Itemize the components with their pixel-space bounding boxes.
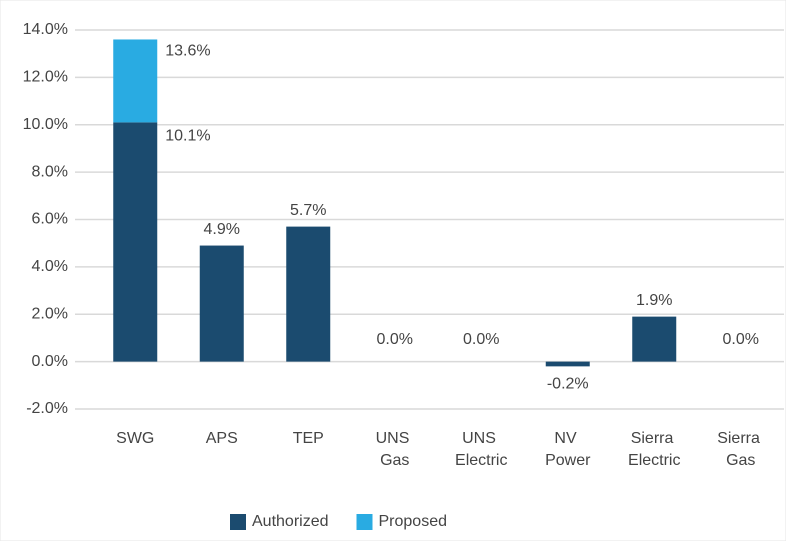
x-tick-label: UNS Gas — [376, 430, 414, 469]
y-tick-label: 4.0% — [32, 258, 68, 275]
legend-swatch — [356, 514, 373, 530]
x-tick-line: NV — [554, 430, 581, 447]
x-tick-line: UNS — [376, 430, 414, 447]
data-label: 0.0% — [463, 331, 499, 348]
y-tick-label: 8.0% — [32, 163, 68, 180]
x-tick-label: APS — [206, 430, 238, 447]
x-tick-line: Sierra — [631, 430, 678, 447]
data-label: 5.7% — [290, 202, 326, 219]
y-tick-label: 2.0% — [32, 305, 68, 322]
y-tick-label: 12.0% — [23, 69, 68, 86]
y-tick-label: 0.0% — [32, 353, 68, 370]
x-tick-line: Gas — [726, 452, 755, 469]
x-tick-line: UNS — [462, 430, 500, 447]
total-label: 13.6% — [165, 43, 210, 60]
x-tick-label: UNS Electric — [455, 430, 507, 469]
data-label: 1.9% — [636, 292, 672, 309]
x-tick-line: Electric — [455, 452, 507, 469]
y-tick-label: 6.0% — [32, 211, 68, 228]
bar — [286, 226, 331, 362]
bar — [632, 316, 677, 362]
data-label: 0.0% — [377, 331, 413, 348]
x-tick-line: Gas — [380, 452, 409, 469]
data-label: -0.2% — [547, 376, 589, 393]
bar — [113, 39, 158, 123]
x-tick-line: Electric — [628, 452, 680, 469]
legend-label: Authorized — [252, 513, 329, 530]
bar — [113, 122, 158, 362]
x-tick-label: SWG — [116, 430, 154, 447]
x-tick-line: Sierra — [717, 430, 764, 447]
legend-label: Proposed — [379, 513, 448, 530]
x-tick-label: TEP — [293, 430, 324, 447]
x-tick-label: Sierra Electric — [628, 430, 680, 469]
x-tick-line: TEP — [293, 430, 324, 447]
bar — [545, 361, 590, 367]
data-label: 4.9% — [204, 221, 240, 238]
x-tick-line: APS — [206, 430, 238, 447]
y-tick-label: 14.0% — [23, 21, 68, 38]
x-tick-label: Sierra Gas — [717, 430, 764, 469]
legend-swatch — [230, 514, 246, 530]
y-tick-label: -2.0% — [26, 400, 68, 417]
x-tick-label: NV Power — [545, 430, 591, 469]
y-tick-label: 10.0% — [23, 116, 68, 133]
data-label: 10.1% — [165, 128, 210, 145]
x-tick-line: SWG — [116, 430, 154, 447]
bar — [199, 245, 244, 362]
data-label: 0.0% — [723, 331, 759, 348]
x-tick-line: Power — [545, 452, 591, 469]
